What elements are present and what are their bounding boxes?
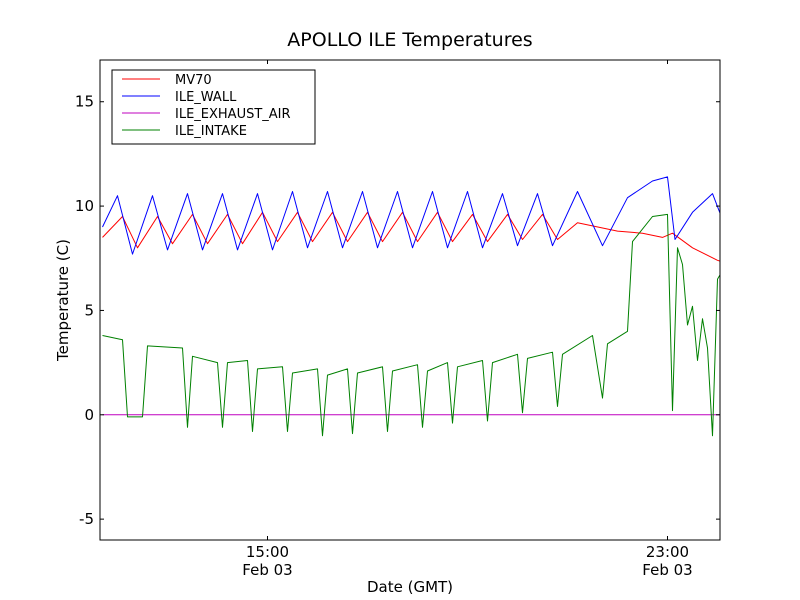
y-axis-label: Temperature (C) xyxy=(54,239,72,362)
x-tick-date-label: Feb 03 xyxy=(642,561,692,579)
y-tick-label: 0 xyxy=(84,406,94,424)
x-axis-label: Date (GMT) xyxy=(367,578,453,596)
chart-title: APOLLO ILE Temperatures xyxy=(287,29,532,51)
series-lines xyxy=(102,176,720,437)
series-line-ile-wall xyxy=(102,176,720,255)
y-tick-label: 5 xyxy=(84,301,94,319)
plot-area xyxy=(99,59,721,541)
legend-label: MV70 xyxy=(175,73,212,88)
legend-label: ILE_WALL xyxy=(175,90,237,105)
x-tick-label: 23:00 xyxy=(646,543,689,561)
y-tick-label: -5 xyxy=(79,510,94,528)
y-tick-label: 10 xyxy=(75,197,94,215)
plot-frame xyxy=(99,59,721,541)
legend-label: ILE_EXHAUST_AIR xyxy=(175,107,291,122)
x-tick-date-label: Feb 03 xyxy=(242,561,292,579)
y-tick-label: 15 xyxy=(75,93,94,111)
series-line-mv70 xyxy=(102,211,720,262)
legend-box xyxy=(111,69,316,145)
legend-label: ILE_INTAKE xyxy=(175,124,247,139)
x-tick-label: 15:00 xyxy=(246,543,289,561)
series-line-ile-intake xyxy=(102,213,720,437)
legend: MV70 ILE_WALL ILE_EXHAUST_AIR ILE_INTAKE xyxy=(111,69,316,145)
